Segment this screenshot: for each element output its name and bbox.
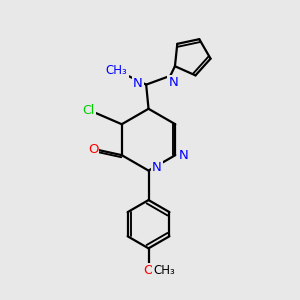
Text: Cl: Cl bbox=[82, 104, 94, 117]
Text: N: N bbox=[168, 76, 178, 89]
Text: CH₃: CH₃ bbox=[153, 264, 175, 277]
Text: N: N bbox=[179, 149, 188, 162]
Text: O: O bbox=[88, 143, 98, 156]
Text: CH₃: CH₃ bbox=[106, 64, 128, 77]
Text: N: N bbox=[152, 160, 162, 174]
Text: O: O bbox=[143, 264, 154, 277]
Text: N: N bbox=[133, 77, 143, 90]
